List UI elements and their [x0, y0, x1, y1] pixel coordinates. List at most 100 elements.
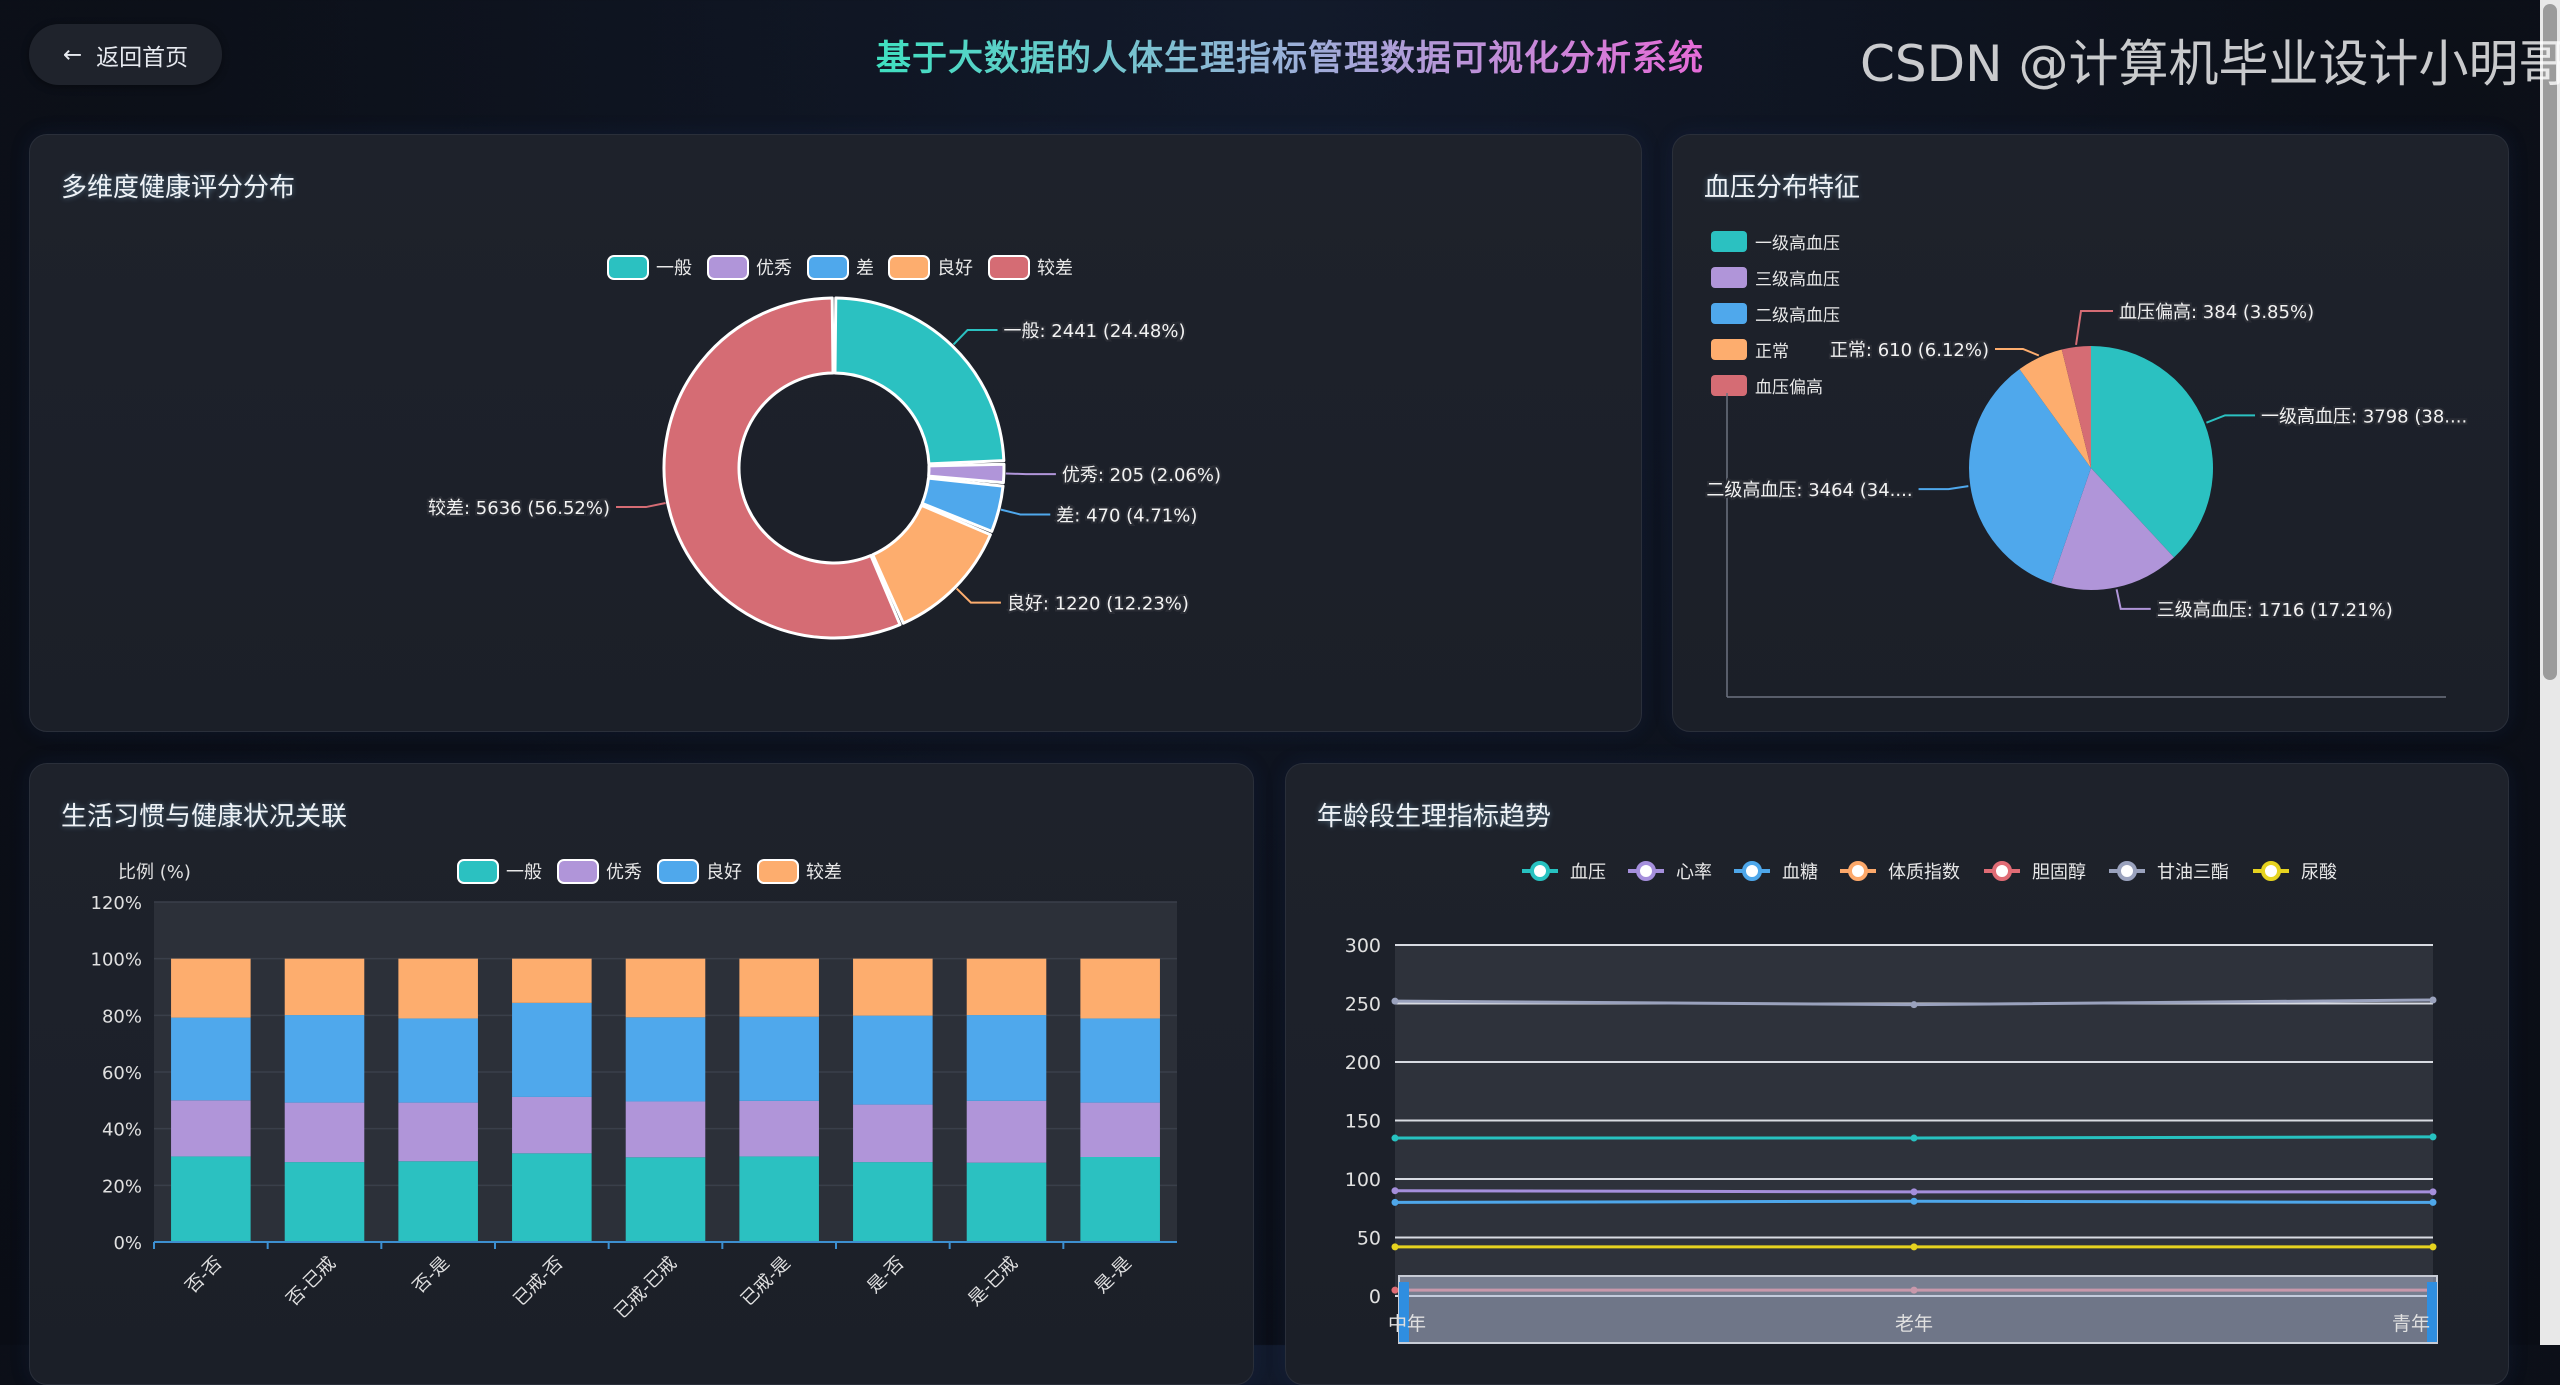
legend-item-4[interactable]: 血压偏高 — [1711, 375, 1823, 398]
bar-segment-一般[interactable] — [966, 1162, 1047, 1242]
bar-segment-一般[interactable] — [171, 1156, 251, 1242]
bar-segment-良好[interactable] — [739, 1016, 819, 1101]
legend-item-3[interactable]: 正常 — [1711, 339, 1789, 362]
slice-3[interactable] — [871, 503, 992, 625]
bar-segment-良好[interactable] — [284, 1015, 365, 1103]
data-point[interactable] — [1910, 1001, 1918, 1009]
data-point[interactable] — [2429, 1243, 2437, 1251]
legend-label: 血压 — [1570, 862, 1606, 883]
data-point[interactable] — [2429, 996, 2437, 1004]
legend-label: 三级高血压 — [1755, 270, 1840, 290]
data-point[interactable] — [1391, 1243, 1399, 1251]
legend-item-0[interactable]: 一般 — [607, 255, 692, 280]
slice-3[interactable] — [2019, 349, 2091, 468]
legend-item-3[interactable]: 体质指数 — [1840, 861, 1960, 883]
y-tick-label: 0 — [1369, 1286, 1381, 1308]
bar-segment-优秀[interactable] — [1080, 1102, 1160, 1157]
legend-item-1[interactable]: 三级高血压 — [1711, 267, 1840, 290]
bar-segment-良好[interactable] — [398, 1018, 478, 1103]
bar-segment-优秀[interactable] — [625, 1101, 706, 1158]
bar-segment-较差[interactable] — [398, 958, 478, 1019]
bar-segment-良好[interactable] — [966, 1015, 1047, 1101]
legend-item-0[interactable]: 一般 — [457, 859, 542, 884]
legend-swatch-icon — [1711, 303, 1747, 324]
data-point[interactable] — [1910, 1134, 1918, 1142]
slice-0[interactable] — [833, 296, 1006, 466]
data-point[interactable] — [2429, 1198, 2437, 1206]
zoom-handle-left[interactable] — [1399, 1282, 1409, 1342]
data-point[interactable] — [1391, 997, 1399, 1005]
legend-item-0[interactable]: 血压 — [1522, 861, 1606, 883]
x-tick-label: 否-是 — [409, 1253, 454, 1298]
data-point[interactable] — [1391, 1187, 1399, 1195]
zoom-handle-right[interactable] — [2427, 1282, 2437, 1342]
bar-segment-优秀[interactable] — [398, 1102, 478, 1162]
legend-item-3[interactable]: 较差 — [757, 859, 842, 884]
bar-segment-一般[interactable] — [625, 1157, 706, 1242]
bar-segment-较差[interactable] — [966, 958, 1047, 1016]
data-point[interactable] — [1391, 1286, 1399, 1294]
data-zoom-slider[interactable] — [1398, 1275, 2438, 1344]
bar-segment-良好[interactable] — [1080, 1018, 1160, 1103]
bar-segment-一般[interactable] — [398, 1161, 478, 1242]
bar-segment-较差[interactable] — [739, 958, 819, 1017]
legend-item-4[interactable]: 胆固醇 — [1984, 861, 2086, 883]
slice-1[interactable] — [2051, 468, 2175, 590]
bar-segment-优秀[interactable] — [966, 1100, 1047, 1163]
legend-item-2[interactable]: 良好 — [657, 859, 742, 884]
bar-segment-优秀[interactable] — [853, 1104, 933, 1163]
legend-item-6[interactable]: 尿酸 — [2253, 861, 2337, 883]
data-point[interactable] — [1391, 1134, 1399, 1142]
data-point[interactable] — [1910, 1243, 1918, 1251]
legend-item-2[interactable]: 血糖 — [1734, 861, 1818, 883]
x-tick-label: 是-否 — [863, 1253, 908, 1298]
legend-item-5[interactable]: 甘油三酯 — [2109, 861, 2229, 883]
slice-2[interactable] — [920, 476, 1005, 533]
bar-segment-良好[interactable] — [853, 1015, 933, 1105]
bar-segment-一般[interactable] — [739, 1156, 819, 1242]
legend-label: 良好 — [937, 258, 973, 279]
legend-item-2[interactable]: 差 — [807, 255, 874, 280]
slice-1[interactable] — [927, 462, 1006, 485]
bar-segment-良好[interactable] — [512, 1002, 592, 1097]
slice-2[interactable] — [1969, 369, 2091, 584]
legend-label: 较差 — [806, 862, 842, 883]
y-tick-label: 200 — [1345, 1052, 1381, 1074]
data-point[interactable] — [1910, 1188, 1918, 1196]
legend-item-1[interactable]: 心率 — [1628, 861, 1712, 883]
bar-segment-一般[interactable] — [284, 1162, 365, 1242]
bar-segment-优秀[interactable] — [171, 1100, 251, 1157]
bar-segment-较差[interactable] — [1080, 958, 1160, 1019]
legend-item-2[interactable]: 二级高血压 — [1711, 303, 1840, 326]
bar-segment-优秀[interactable] — [739, 1100, 819, 1157]
back-home-button[interactable]: ← 返回首页 — [29, 24, 222, 85]
data-point[interactable] — [2429, 1188, 2437, 1196]
arrow-left-icon: ← — [62, 41, 83, 68]
bar-segment-较差[interactable] — [171, 958, 251, 1018]
bar-segment-良好[interactable] — [171, 1017, 251, 1101]
bar-segment-较差[interactable] — [853, 958, 933, 1016]
legend-item-0[interactable]: 一级高血压 — [1711, 231, 1840, 254]
legend-item-1[interactable]: 优秀 — [557, 859, 642, 884]
bar-segment-一般[interactable] — [853, 1162, 933, 1242]
legend-item-1[interactable]: 优秀 — [707, 255, 792, 280]
slice-4[interactable] — [662, 296, 902, 640]
data-point[interactable] — [1391, 1198, 1399, 1206]
data-point[interactable] — [2429, 1133, 2437, 1141]
slice-label: 较差: 5636 (56.52%) — [428, 498, 610, 519]
slice-0[interactable] — [2091, 346, 2213, 558]
bar-segment-优秀[interactable] — [512, 1096, 592, 1154]
bar-segment-一般[interactable] — [1080, 1157, 1160, 1242]
data-point[interactable] — [1910, 1197, 1918, 1205]
scrollbar-thumb[interactable] — [2543, 4, 2557, 680]
legend-item-4[interactable]: 较差 — [988, 255, 1073, 280]
bar-segment-优秀[interactable] — [284, 1102, 365, 1163]
legend-item-3[interactable]: 良好 — [888, 255, 973, 280]
bar-segment-较差[interactable] — [625, 958, 706, 1018]
bar-segment-良好[interactable] — [625, 1017, 706, 1102]
bar-segment-较差[interactable] — [284, 958, 365, 1016]
bar-segment-一般[interactable] — [512, 1153, 592, 1242]
age-trend-panel: 年龄段生理指标趋势 0 50 100 150 200 250 300 血压 心率 血糖 体质指数 胆固… — [1285, 763, 2509, 1385]
slice-4[interactable] — [2061, 346, 2091, 468]
bar-segment-较差[interactable] — [512, 958, 592, 1003]
